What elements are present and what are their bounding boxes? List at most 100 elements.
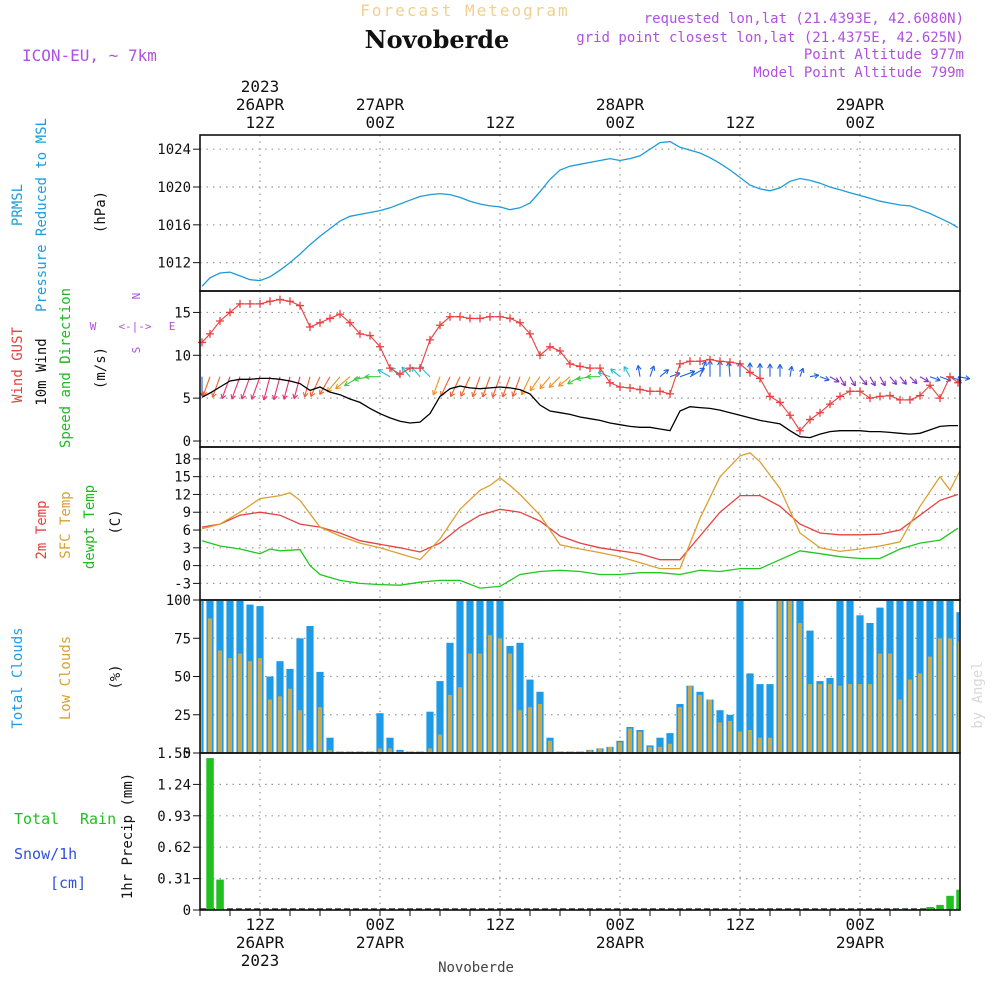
low-cloud-bar [508,653,512,753]
gust-marker [296,301,304,310]
wind-arrowhead [221,394,227,400]
total-cloud-bar [846,600,854,753]
wind-arrowhead [635,365,639,371]
wind-arrowhead [835,377,840,383]
total-cloud-bar [306,626,314,753]
low-cloud-bar [718,722,722,753]
y-tick-label: 5 [183,391,191,407]
total-cloud-bar [766,684,774,753]
total-cloud-bar [426,711,434,753]
low-cloud-bar [798,623,802,753]
y-tick-label: 10 [174,348,191,364]
pressure-panel: 1012 1016 1020 1024 [157,134,961,292]
gust-marker [646,387,654,396]
low-cloud-bar [478,653,482,753]
wind-arrow [899,376,907,385]
time-label-top: 12Z [486,113,515,132]
watermark: by Angel [970,661,986,728]
wind-arrow [939,376,952,382]
total-clouds-label: Total Clouds [10,627,26,728]
low-cloud-bar [738,731,742,753]
y-tick-label: 6 [183,523,191,539]
low-cloud-bar [458,687,462,753]
low-cloud-bar [778,600,782,753]
rain-bar [216,879,224,910]
total-cloud-bar [836,600,844,753]
wind-arrowhead [891,382,897,386]
wind-arrow [401,366,411,378]
footer-location: Novoberde [438,960,514,976]
wind-arrowhead [481,392,484,398]
wind-arrow [679,370,695,378]
wind-arrowhead [813,373,819,376]
gust-marker [946,372,954,381]
wind-arrowhead [272,394,275,400]
gust-marker [516,318,524,327]
wind-arrow [432,376,441,396]
low-cloud-bar [628,728,632,753]
wind-arrowhead [747,362,751,368]
wind-arrowhead [482,393,487,398]
gust-marker [436,321,444,330]
time-label-bottom: 28APR [596,933,645,952]
y-tick-label: -3 [174,576,191,592]
low-cloud-bar [768,737,772,753]
top-title: Forecast Meteogram [360,1,569,20]
time-label-bottom: 12Z [486,915,515,934]
gust-marker [846,387,854,396]
low-cloud-bar [598,748,602,753]
ms-unit-label: (m/s) [93,347,109,389]
wind-arrowhead [840,382,846,387]
wind-arrowhead [637,365,642,370]
wind-arrow [558,376,571,387]
gust-marker [426,335,434,344]
time-label-bottom: 2023 [241,951,280,970]
wind-arrowhead [914,378,918,384]
gust-marker [316,318,324,327]
time-label-bottom: 00Z [846,915,875,934]
low-cloud-bar [288,688,292,753]
wind-arrow [482,376,491,398]
wind-arrowhead [814,374,820,379]
gust-marker [576,362,584,371]
gust-marker [716,357,724,366]
wind-arrow [377,369,391,378]
wind-arrowhead [825,375,830,381]
total-cloud-bar [456,600,464,753]
wind-arrowhead [586,373,592,378]
low-cloud-bar [218,650,222,753]
y-tick-label: 50 [174,670,191,686]
wind-arrow [879,376,886,386]
clouds-panel: 0 25 50 75 100 [166,593,961,762]
wind-arrowhead [335,383,338,389]
gust-marker [416,364,424,373]
gust-marker [796,426,804,435]
low-cloud-bar [788,600,792,753]
gust-marker [886,391,894,400]
wind-arrowhead [558,381,562,387]
rain-bar [936,904,944,910]
wind-arrowhead [965,375,971,380]
low-cloud-bar [228,658,232,753]
low-cloud-bar [378,748,382,753]
wind-arrowhead [521,391,526,396]
gust-marker [236,299,244,308]
wind-arrowhead [870,382,876,387]
total-cloud-bar [906,600,914,753]
dewpt-temp-label: dewpt Temp [82,485,98,569]
wind-arrowhead [767,363,771,369]
wind-arrowhead [450,393,456,398]
y-tick-label: 15 [174,305,191,321]
wind-arrowhead [824,379,830,382]
total-label: Total [14,810,59,828]
wind-arrow [909,376,918,384]
low-cloud-bar [908,679,912,753]
y-tick-label: 25 [174,708,191,724]
wind-arrow [326,376,341,393]
low-cloud-bar [948,638,952,754]
time-label-top: 00Z [606,113,635,132]
time-label-bottom: 29APR [836,933,885,952]
wind-arrowhead [344,381,348,386]
model-label: ICON-EU, ~ 7km [22,46,157,65]
wind-arrowhead [432,389,434,396]
